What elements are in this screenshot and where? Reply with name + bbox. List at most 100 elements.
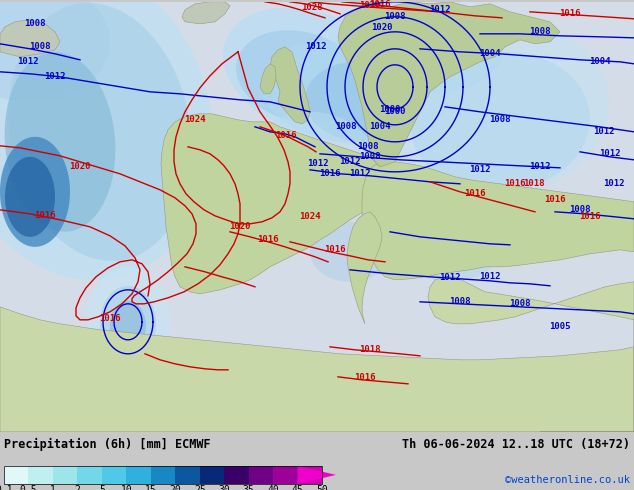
Polygon shape <box>297 466 336 484</box>
Bar <box>151 466 175 484</box>
Text: 35: 35 <box>243 486 254 490</box>
Text: 1012: 1012 <box>339 157 361 166</box>
Polygon shape <box>4 52 115 232</box>
Bar <box>249 466 273 484</box>
Text: 1020: 1020 <box>359 1 381 10</box>
Text: ©weatheronline.co.uk: ©weatheronline.co.uk <box>505 475 630 485</box>
Text: 1016: 1016 <box>504 179 526 188</box>
Polygon shape <box>0 0 212 280</box>
Text: 1016: 1016 <box>579 212 601 221</box>
Text: 1008: 1008 <box>29 42 51 51</box>
Polygon shape <box>240 112 380 232</box>
Text: 1016: 1016 <box>559 9 581 18</box>
Polygon shape <box>428 277 634 432</box>
Polygon shape <box>0 137 70 247</box>
Text: Precipitation (6h) [mm] ECMWF: Precipitation (6h) [mm] ECMWF <box>4 438 210 451</box>
Bar <box>29 466 53 484</box>
Polygon shape <box>362 162 634 280</box>
Text: 1020: 1020 <box>372 24 392 32</box>
Polygon shape <box>347 212 382 324</box>
Bar <box>273 466 297 484</box>
Polygon shape <box>236 30 364 123</box>
Text: 40: 40 <box>267 486 279 490</box>
Text: 1008: 1008 <box>24 19 46 28</box>
Text: 1008: 1008 <box>509 299 531 308</box>
Text: 1008: 1008 <box>489 115 511 124</box>
Polygon shape <box>0 0 110 102</box>
Text: 30: 30 <box>218 486 230 490</box>
Bar <box>224 466 249 484</box>
Text: 1016: 1016 <box>354 373 376 382</box>
Text: 15: 15 <box>145 486 157 490</box>
Text: 20: 20 <box>169 486 181 490</box>
Polygon shape <box>371 21 609 203</box>
Polygon shape <box>5 157 55 237</box>
Text: 1016: 1016 <box>275 131 297 140</box>
Text: 1012: 1012 <box>307 159 329 169</box>
Polygon shape <box>0 307 634 432</box>
Text: 1004: 1004 <box>369 122 391 131</box>
Text: 1016: 1016 <box>464 189 486 198</box>
Polygon shape <box>260 64 276 94</box>
Text: 1000: 1000 <box>384 107 406 116</box>
Text: 1012: 1012 <box>603 179 624 188</box>
Polygon shape <box>410 51 590 192</box>
Text: 1004: 1004 <box>589 57 611 66</box>
Text: 1018: 1018 <box>359 345 381 354</box>
Text: 50: 50 <box>316 486 328 490</box>
Text: 1012: 1012 <box>429 5 451 14</box>
Text: 25: 25 <box>194 486 205 490</box>
Text: 1020: 1020 <box>230 222 251 231</box>
Text: 1012: 1012 <box>17 57 39 66</box>
Text: 1016: 1016 <box>544 196 566 204</box>
Text: 0.5: 0.5 <box>20 486 37 490</box>
Text: 1000: 1000 <box>379 105 401 114</box>
Polygon shape <box>161 114 385 294</box>
Polygon shape <box>86 267 170 377</box>
Text: 1024: 1024 <box>184 115 206 124</box>
Polygon shape <box>8 3 191 261</box>
Text: 10: 10 <box>120 486 132 490</box>
Text: 1018: 1018 <box>523 179 545 188</box>
Text: 1016: 1016 <box>320 170 340 178</box>
Polygon shape <box>353 1 507 102</box>
Bar <box>175 466 200 484</box>
Polygon shape <box>100 286 156 362</box>
Polygon shape <box>396 20 504 94</box>
Text: 1028: 1028 <box>301 3 323 12</box>
Polygon shape <box>310 222 390 282</box>
Text: 1012: 1012 <box>44 73 66 81</box>
Polygon shape <box>261 41 419 143</box>
Text: 1012: 1012 <box>469 165 491 174</box>
Text: 1012: 1012 <box>479 272 501 281</box>
Text: 1016: 1016 <box>324 245 346 254</box>
Text: 0.1: 0.1 <box>0 486 13 490</box>
Polygon shape <box>270 47 310 124</box>
Text: 2: 2 <box>74 486 81 490</box>
Text: 1008: 1008 <box>357 142 378 151</box>
Text: 1020: 1020 <box>69 162 91 171</box>
Polygon shape <box>338 2 560 182</box>
Polygon shape <box>110 301 146 351</box>
Text: 1008: 1008 <box>384 12 406 22</box>
Bar <box>102 466 126 484</box>
Text: 1016: 1016 <box>369 0 391 9</box>
Polygon shape <box>223 7 397 136</box>
Text: 1008: 1008 <box>450 297 471 306</box>
Bar <box>4 466 29 484</box>
Text: 1012: 1012 <box>305 42 327 51</box>
Text: 1008: 1008 <box>529 27 551 36</box>
Bar <box>297 466 322 484</box>
Polygon shape <box>182 2 230 24</box>
Text: 1005: 1005 <box>549 322 571 331</box>
Polygon shape <box>0 20 60 57</box>
Text: 1008: 1008 <box>335 122 357 131</box>
Text: 5: 5 <box>99 486 105 490</box>
Polygon shape <box>390 182 510 282</box>
Text: 1016: 1016 <box>257 235 279 245</box>
Text: 1: 1 <box>50 486 56 490</box>
Text: 1016: 1016 <box>34 211 56 220</box>
Text: 1012: 1012 <box>593 127 615 136</box>
Text: 1012: 1012 <box>599 149 621 158</box>
Bar <box>4 466 322 484</box>
